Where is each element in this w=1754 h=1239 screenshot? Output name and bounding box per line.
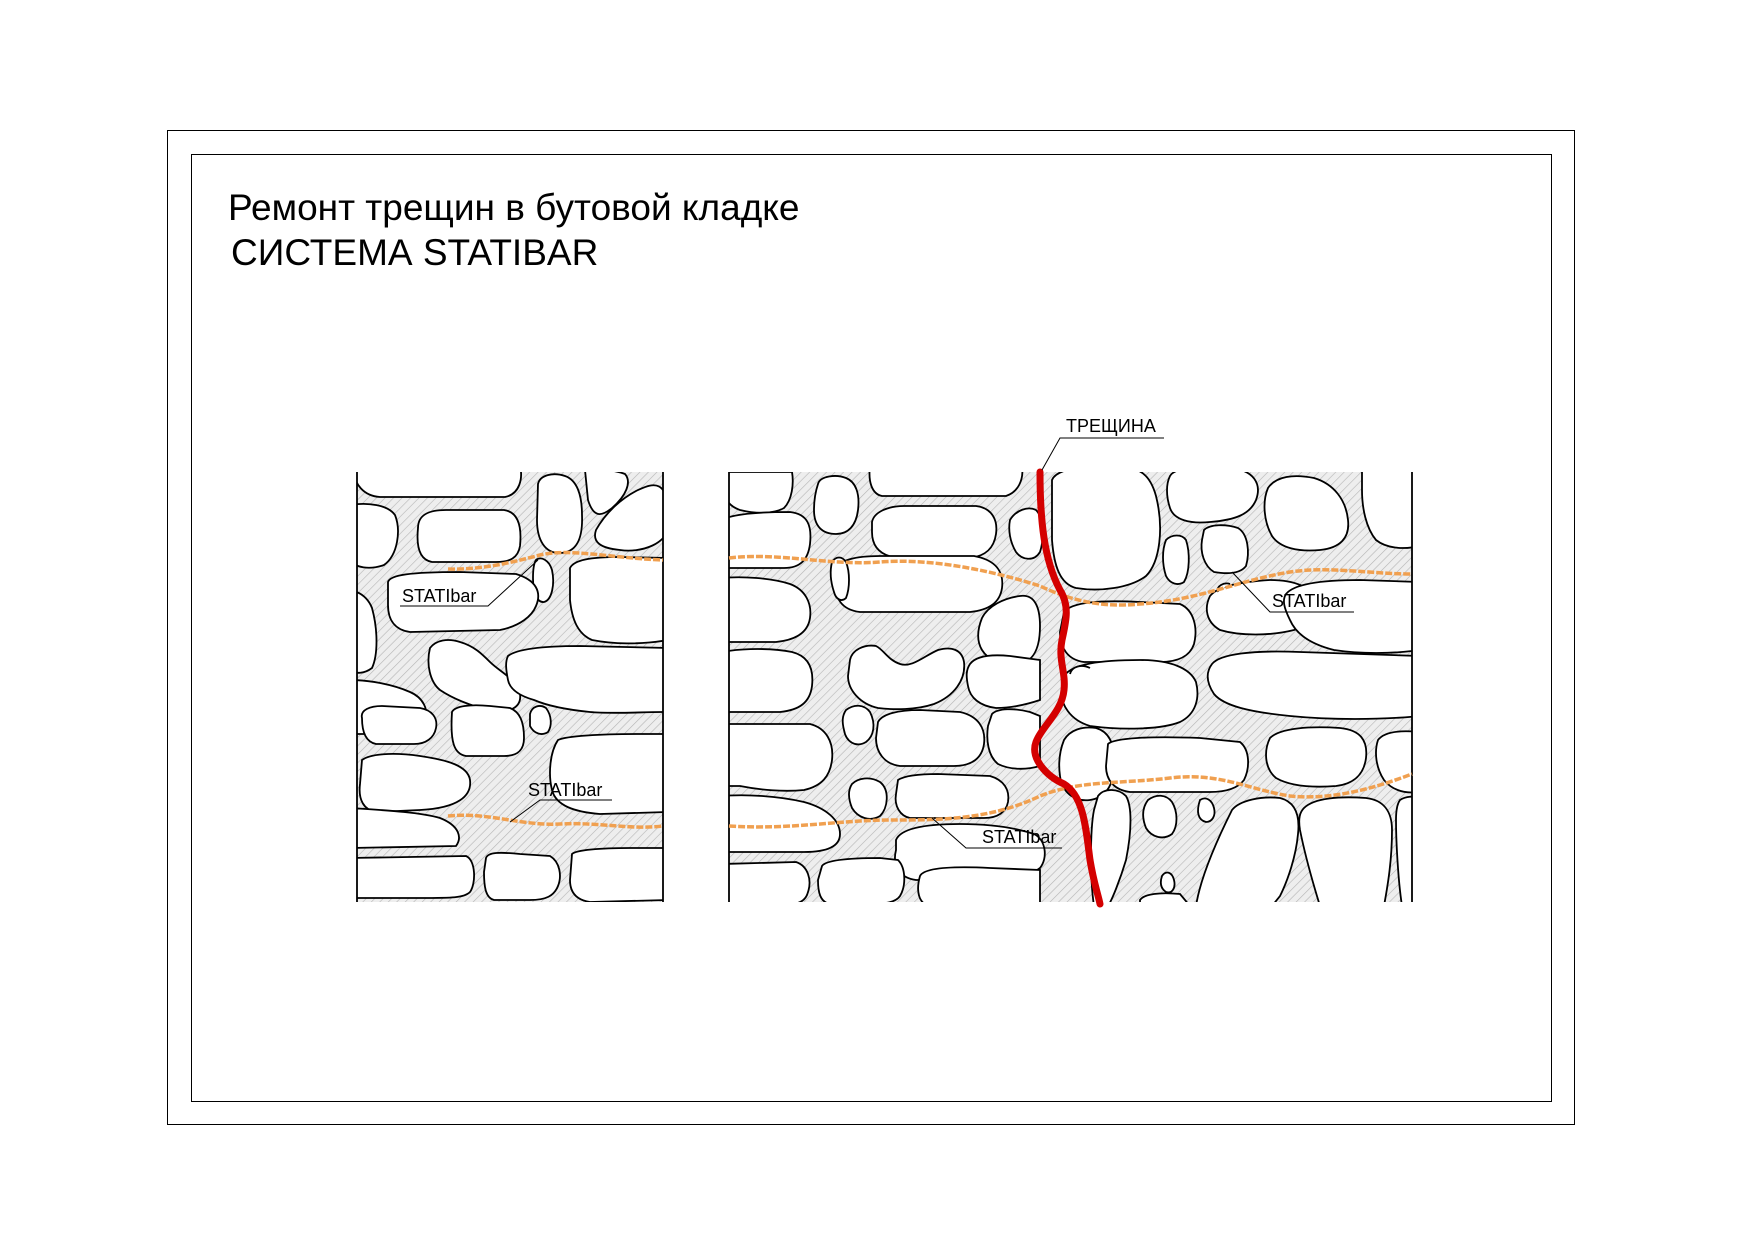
drawing-subtitle: СИСТЕМА STATIBAR	[231, 232, 599, 273]
left-masonry-panel: STATIbar STATIbar	[350, 472, 668, 960]
stone	[834, 555, 1004, 613]
statibar-label-left-lower: STATIbar	[528, 780, 602, 800]
statibar-right-lower	[728, 772, 1413, 829]
stone	[450, 704, 525, 757]
statibar-right-upper	[728, 554, 1413, 607]
stone	[917, 866, 1041, 902]
stone	[1298, 796, 1393, 902]
stone	[1195, 796, 1300, 902]
stone	[569, 847, 663, 902]
stone	[529, 705, 552, 735]
stone	[360, 705, 438, 745]
stone	[1200, 524, 1249, 574]
stone	[594, 484, 663, 552]
stone	[357, 502, 399, 569]
stone	[894, 773, 1010, 819]
stone	[483, 851, 561, 901]
stone	[536, 473, 583, 554]
statibar-left-upper	[447, 550, 664, 571]
stone	[358, 753, 471, 813]
stone	[1069, 665, 1091, 675]
leader-line	[400, 559, 539, 607]
leader-line	[509, 799, 612, 823]
statibar-label-right-upper: STATIbar	[1272, 591, 1346, 611]
left-stones	[350, 472, 668, 960]
crack-label: ТРЕЩИНА	[1066, 416, 1156, 436]
stone	[1263, 475, 1350, 552]
leader-line	[1231, 571, 1354, 613]
stone	[829, 556, 850, 601]
inner-frame	[191, 154, 1552, 1102]
stone	[1139, 892, 1188, 902]
stone	[1008, 507, 1044, 560]
stone	[357, 591, 378, 674]
stone	[729, 472, 794, 514]
outer-frame	[167, 130, 1575, 1125]
stone	[350, 910, 668, 960]
stone	[1361, 472, 1412, 549]
drawing-title: Ремонт трещин в бутовой кладке	[228, 187, 800, 228]
statibar-label-left-upper: STATIbar	[402, 586, 476, 606]
stone	[357, 807, 460, 849]
stone	[1283, 579, 1412, 654]
stone	[1206, 650, 1412, 720]
stone	[729, 576, 812, 643]
leader-line	[1041, 437, 1164, 471]
stone	[729, 723, 834, 792]
stone	[357, 472, 522, 498]
stone	[841, 704, 875, 746]
stone	[868, 472, 1024, 497]
stone	[1395, 795, 1412, 902]
right-masonry-panel: ТРЕЩИНА STATIbar STATIbar	[728, 416, 1413, 908]
stone	[875, 709, 986, 767]
stone	[986, 708, 1041, 770]
stone	[1059, 600, 1197, 663]
stone	[584, 472, 629, 515]
stone	[1162, 534, 1190, 585]
stone	[1166, 472, 1259, 524]
stone	[894, 823, 1046, 881]
stone	[549, 733, 663, 815]
leader-line	[931, 817, 1062, 849]
stone	[1051, 472, 1161, 591]
stone	[813, 475, 860, 535]
stone	[729, 861, 811, 902]
stone	[357, 855, 475, 899]
stone	[1060, 659, 1199, 730]
stone	[1265, 726, 1368, 788]
stone	[416, 509, 522, 563]
stone	[729, 648, 814, 713]
stone	[847, 644, 966, 711]
statibar-left-lower	[447, 813, 664, 829]
stone	[977, 594, 1041, 666]
stone	[569, 556, 663, 645]
statibar-label-right-lower: STATIbar	[982, 827, 1056, 847]
stone	[965, 654, 1041, 709]
stone	[1197, 797, 1216, 823]
stone	[387, 571, 540, 633]
stone	[729, 794, 841, 853]
stone	[1142, 794, 1178, 839]
stone	[871, 505, 998, 559]
stone	[817, 857, 906, 902]
stone	[1105, 736, 1249, 793]
stone	[848, 777, 888, 820]
stone	[1159, 871, 1176, 894]
stone	[729, 511, 812, 569]
crack-line	[1031, 468, 1104, 908]
stone	[505, 645, 663, 714]
